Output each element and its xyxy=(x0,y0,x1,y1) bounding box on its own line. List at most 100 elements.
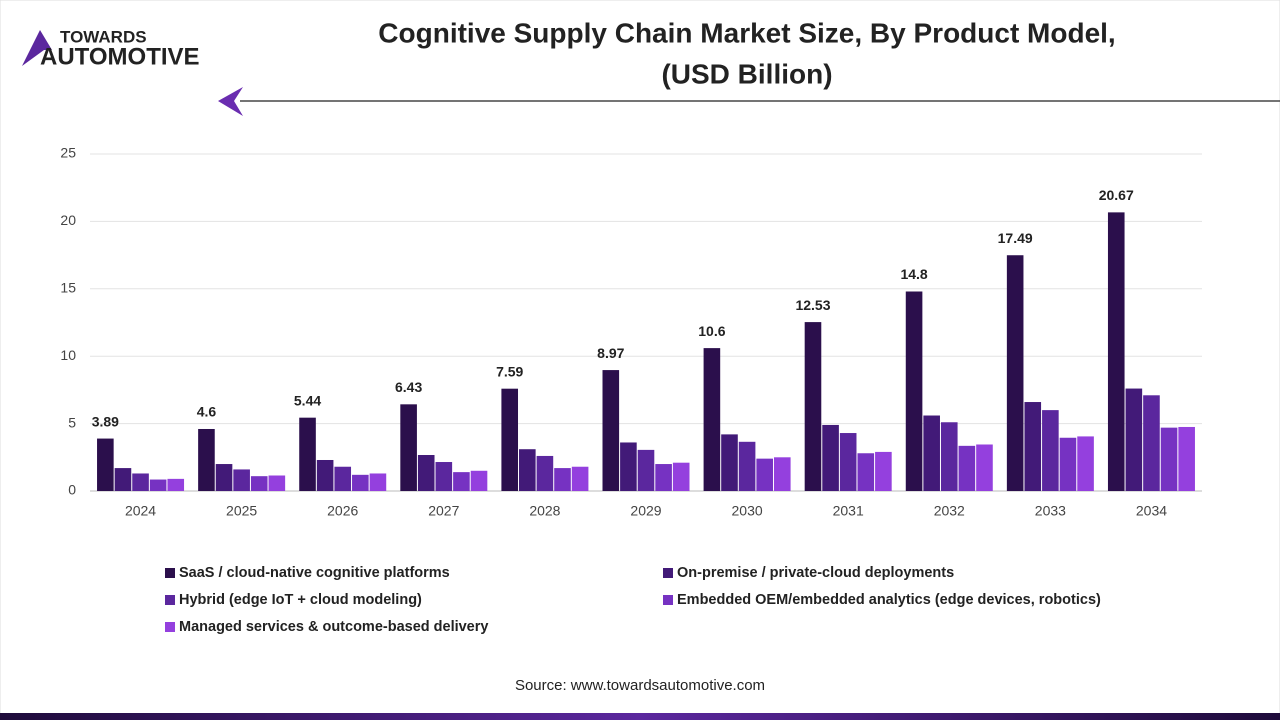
header-arrow xyxy=(218,87,243,116)
legend-swatch xyxy=(165,595,175,605)
legend-swatch xyxy=(165,568,175,578)
bar xyxy=(1042,410,1059,491)
value-label: 4.6 xyxy=(197,404,217,420)
bar xyxy=(804,322,822,491)
value-label: 5.44 xyxy=(294,392,321,408)
bar xyxy=(857,453,875,491)
bar xyxy=(1006,255,1024,491)
value-label: 20.67 xyxy=(1099,187,1134,203)
bar xyxy=(940,422,958,491)
bar xyxy=(470,470,488,491)
y-tick-label: 5 xyxy=(68,414,76,430)
value-label: 14.8 xyxy=(900,266,927,282)
value-label: 7.59 xyxy=(496,363,523,379)
bar xyxy=(1143,395,1160,491)
x-tick-label: 2026 xyxy=(327,503,358,519)
bar xyxy=(132,473,149,491)
bar xyxy=(97,438,114,491)
legend-swatch xyxy=(165,622,175,632)
bar xyxy=(233,469,250,491)
bar xyxy=(435,462,453,491)
bar xyxy=(400,404,417,491)
legend-swatch xyxy=(663,595,673,605)
bar xyxy=(875,451,892,491)
logo-line2: AUTOMOTIVE xyxy=(40,43,200,70)
chart-title: Cognitive Supply Chain Market Size, By P… xyxy=(378,17,1115,48)
x-tick-label: 2025 xyxy=(226,503,257,519)
bar xyxy=(149,479,167,491)
bar xyxy=(536,455,554,491)
bar xyxy=(1178,426,1195,491)
x-tick-label: 2031 xyxy=(833,503,864,519)
bar xyxy=(703,348,721,491)
x-tick-label: 2029 xyxy=(630,503,661,519)
bar xyxy=(417,455,435,491)
y-tick-label: 0 xyxy=(68,482,76,498)
bar xyxy=(250,476,268,491)
bar xyxy=(571,466,589,491)
bar xyxy=(923,415,940,491)
bar xyxy=(1024,402,1042,491)
bar xyxy=(839,433,857,491)
bar xyxy=(1107,212,1125,491)
value-label: 10.6 xyxy=(698,323,725,339)
bar xyxy=(958,445,976,491)
x-tick-label: 2027 xyxy=(428,503,459,519)
bar xyxy=(637,449,655,491)
bar xyxy=(352,474,369,491)
bar xyxy=(268,475,286,491)
x-tick-label: 2033 xyxy=(1035,503,1066,519)
bar xyxy=(721,434,738,491)
bar xyxy=(672,462,690,491)
legend-swatch xyxy=(663,568,673,578)
bar xyxy=(519,449,536,491)
x-tick-label: 2030 xyxy=(732,503,763,519)
bar xyxy=(316,459,334,491)
value-label: 8.97 xyxy=(597,345,624,361)
bar xyxy=(501,388,519,491)
bar xyxy=(453,472,470,491)
x-tick-label: 2032 xyxy=(934,503,965,519)
value-label: 17.49 xyxy=(998,230,1033,246)
legend-label: On-premise / private-cloud deployments xyxy=(677,565,954,581)
value-label: 3.89 xyxy=(92,413,119,429)
x-tick-label: 2034 xyxy=(1136,503,1167,519)
y-tick-label: 10 xyxy=(60,347,76,363)
bar xyxy=(1059,437,1077,491)
bar xyxy=(369,473,387,491)
source: Source: www.towardsautomotive.com xyxy=(515,677,765,694)
bar xyxy=(655,464,672,491)
legend-label: Hybrid (edge IoT + cloud modeling) xyxy=(179,592,422,608)
y-tick-label: 25 xyxy=(60,145,76,161)
bar xyxy=(1077,436,1094,491)
bar xyxy=(822,424,839,491)
logo-line1: TOWARDS xyxy=(60,27,147,46)
bar xyxy=(198,428,215,491)
bar xyxy=(554,468,571,491)
legend-label: Managed services & outcome-based deliver… xyxy=(179,619,488,635)
bar xyxy=(299,417,316,491)
y-tick-label: 15 xyxy=(60,280,76,296)
bar xyxy=(114,468,132,491)
bar xyxy=(905,291,923,491)
bar xyxy=(976,444,993,491)
bar xyxy=(167,478,185,491)
bar xyxy=(334,466,352,491)
x-tick-label: 2024 xyxy=(125,503,156,519)
bar xyxy=(1160,427,1178,491)
logo-icon xyxy=(22,30,52,66)
value-label: 6.43 xyxy=(395,379,422,395)
bar xyxy=(738,441,756,491)
bar xyxy=(773,457,791,491)
bottom-strip xyxy=(0,713,1280,720)
bar xyxy=(602,370,620,491)
chart-subtitle: (USD Billion) xyxy=(661,58,832,89)
value-label: 12.53 xyxy=(795,297,830,313)
bar xyxy=(756,458,773,491)
x-tick-label: 2028 xyxy=(529,503,560,519)
y-tick-label: 20 xyxy=(60,212,76,228)
bar xyxy=(1125,388,1143,491)
legend-label: Embedded OEM/embedded analytics (edge de… xyxy=(677,592,1101,608)
